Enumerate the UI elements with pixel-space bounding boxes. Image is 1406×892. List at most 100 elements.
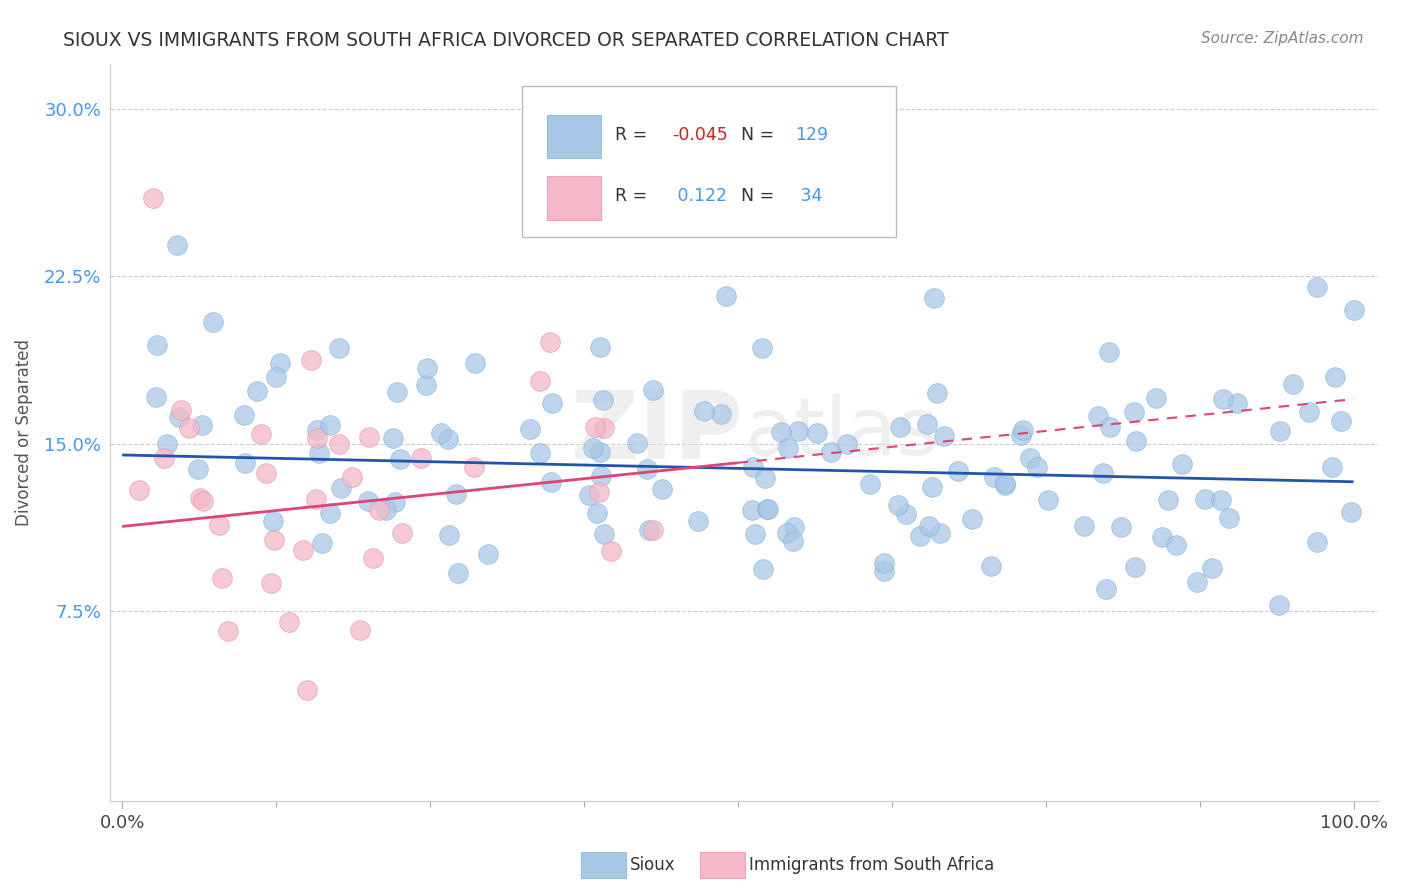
- Point: [328, 437, 350, 451]
- Point: [128, 483, 150, 497]
- Point: [741, 459, 763, 474]
- Point: [249, 426, 271, 441]
- Point: [918, 519, 941, 533]
- Point: [915, 417, 938, 432]
- Point: [1343, 302, 1365, 317]
- Point: [1010, 428, 1032, 442]
- Point: [1282, 377, 1305, 392]
- Point: [357, 429, 380, 443]
- Point: [962, 512, 984, 526]
- Point: [477, 547, 499, 561]
- Point: [688, 514, 710, 528]
- Point: [782, 534, 804, 549]
- Point: [1157, 493, 1180, 508]
- Point: [437, 528, 460, 542]
- Point: [994, 478, 1017, 492]
- Point: [1305, 280, 1327, 294]
- Point: [752, 562, 775, 576]
- Point: [770, 425, 793, 440]
- Point: [264, 370, 287, 384]
- Point: [1109, 520, 1132, 534]
- Point: [305, 431, 328, 445]
- Point: [582, 441, 605, 455]
- Point: [932, 428, 955, 442]
- Point: [1166, 538, 1188, 552]
- Point: [233, 456, 256, 470]
- Point: [384, 494, 406, 508]
- Point: [1123, 560, 1146, 574]
- Point: [254, 466, 277, 480]
- Point: [889, 420, 911, 434]
- Point: [374, 503, 396, 517]
- Text: N =: N =: [741, 126, 780, 144]
- Point: [388, 452, 411, 467]
- Point: [702, 191, 724, 205]
- Point: [578, 488, 600, 502]
- Point: [1036, 493, 1059, 508]
- Point: [211, 571, 233, 585]
- Text: R =: R =: [614, 187, 652, 205]
- Point: [744, 526, 766, 541]
- Point: [994, 475, 1017, 490]
- Point: [1201, 560, 1223, 574]
- Text: Sioux: Sioux: [630, 856, 675, 874]
- Y-axis label: Divorced or Separated: Divorced or Separated: [15, 339, 32, 526]
- Point: [638, 523, 661, 537]
- Point: [381, 431, 404, 445]
- Point: [756, 502, 779, 516]
- Point: [592, 392, 614, 407]
- Point: [349, 623, 371, 637]
- Point: [142, 191, 165, 205]
- Point: [651, 483, 673, 497]
- Point: [540, 395, 562, 409]
- Point: [589, 468, 612, 483]
- Point: [1025, 459, 1047, 474]
- Point: [859, 476, 882, 491]
- Point: [167, 409, 190, 424]
- Point: [330, 482, 353, 496]
- Point: [636, 462, 658, 476]
- Point: [776, 525, 799, 540]
- Point: [776, 442, 799, 456]
- Point: [1209, 492, 1232, 507]
- Point: [519, 421, 541, 435]
- Point: [1298, 405, 1320, 419]
- Point: [593, 421, 616, 435]
- Point: [588, 445, 610, 459]
- Point: [357, 493, 380, 508]
- Point: [299, 352, 322, 367]
- Point: [641, 524, 664, 538]
- Point: [191, 418, 214, 433]
- Point: [586, 506, 609, 520]
- Point: [1123, 405, 1146, 419]
- Point: [600, 544, 623, 558]
- Point: [588, 484, 610, 499]
- Point: [1018, 451, 1040, 466]
- Point: [233, 408, 256, 422]
- Point: [277, 615, 299, 629]
- Point: [187, 462, 209, 476]
- Point: [391, 526, 413, 541]
- Point: [1073, 519, 1095, 533]
- Point: [1095, 582, 1118, 597]
- Point: [444, 487, 467, 501]
- Point: [887, 498, 910, 512]
- Point: [340, 470, 363, 484]
- Point: [319, 418, 342, 433]
- Point: [1125, 434, 1147, 448]
- Point: [894, 507, 917, 521]
- Point: [806, 425, 828, 440]
- Point: [786, 424, 808, 438]
- Point: [589, 340, 612, 354]
- Point: [946, 464, 969, 478]
- Point: [308, 446, 330, 460]
- Point: [385, 384, 408, 399]
- Point: [262, 514, 284, 528]
- Point: [1320, 460, 1343, 475]
- Point: [260, 575, 283, 590]
- Point: [873, 564, 896, 578]
- Text: SIOUX VS IMMIGRANTS FROM SOUTH AFRICA DIVORCED OR SEPARATED CORRELATION CHART: SIOUX VS IMMIGRANTS FROM SOUTH AFRICA DI…: [63, 31, 949, 50]
- Text: Immigrants from South Africa: Immigrants from South Africa: [749, 856, 994, 874]
- Point: [1218, 511, 1240, 525]
- Point: [188, 491, 211, 505]
